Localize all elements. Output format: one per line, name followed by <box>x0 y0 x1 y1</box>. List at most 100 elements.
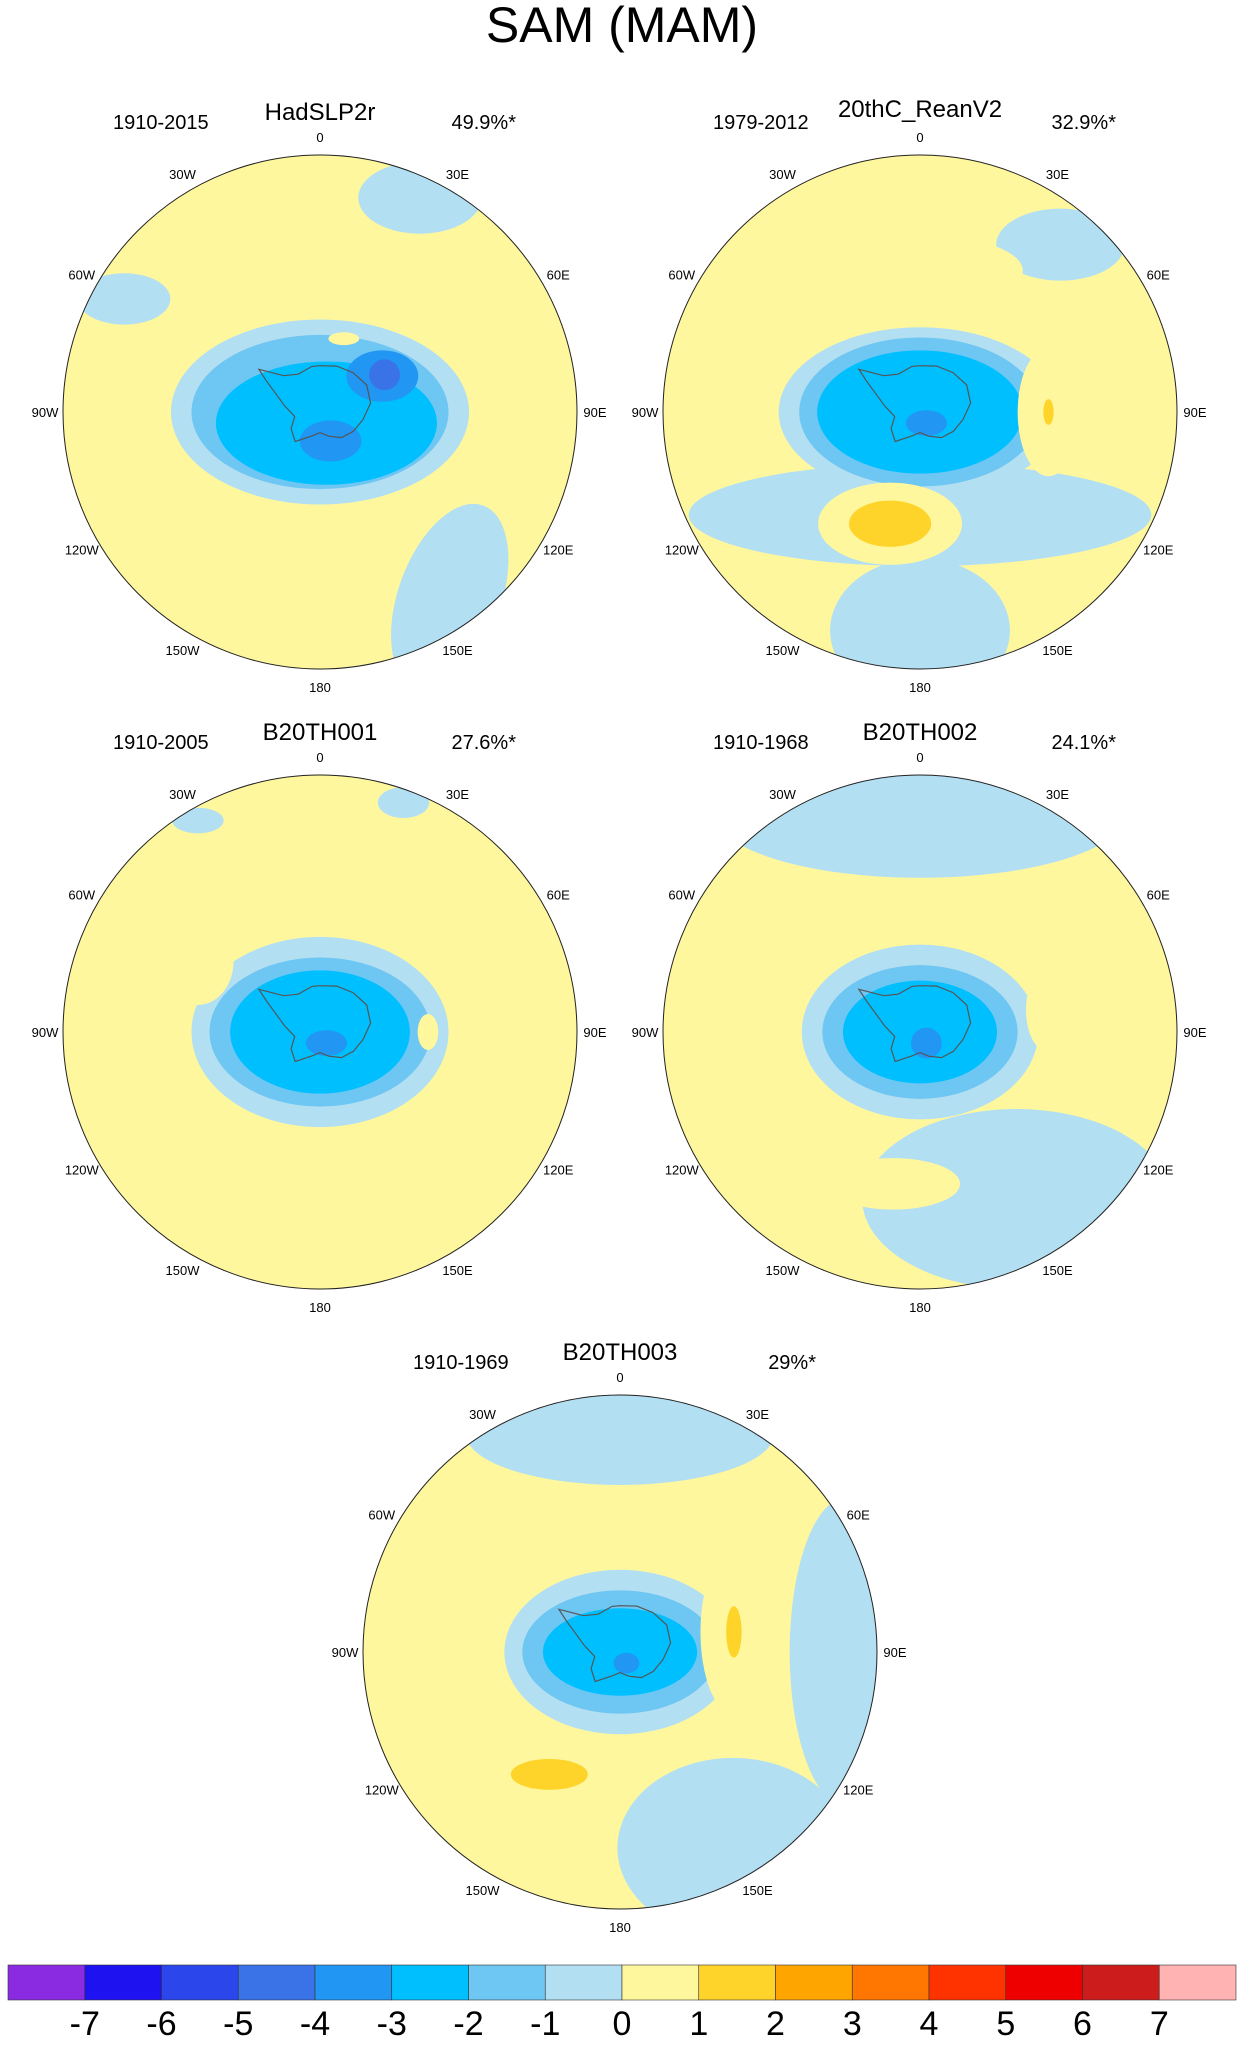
colorbar-box <box>775 1964 853 2001</box>
anomaly-region-pos1 <box>417 1014 439 1050</box>
longitude-label: 150W <box>766 643 801 658</box>
longitude-label: 60W <box>68 268 95 283</box>
anomaly-region-neg3 <box>542 1608 698 1696</box>
colorbar-box <box>928 1964 1007 2001</box>
period-label: 1979-2012 <box>713 112 809 134</box>
contour-fills <box>161 787 449 1230</box>
longitude-label: 120W <box>65 543 100 558</box>
longitude-label: 120W <box>65 1163 100 1178</box>
colorbar-box <box>698 1964 776 2001</box>
variance-label: 49.9%* <box>452 112 517 134</box>
longitude-label: 150E <box>442 643 473 658</box>
map-boundary <box>62 774 578 1290</box>
longitude-label: 60W <box>68 888 95 903</box>
colorbar: -7 -6 -5 -4 -3 -2 -1 0 1 2 3 4 5 6 7 <box>7 1964 1237 2043</box>
period-label: 1910-2015 <box>113 112 209 134</box>
panel-hadslp2r: HadSLP2r 1910-2015 49.9%* 0 30E 60E 90E 120E 150… <box>32 99 607 695</box>
longitude-label: 90W <box>632 1025 659 1040</box>
period-label: 1910-2005 <box>113 732 209 754</box>
anomaly-region-pos1 <box>826 1158 961 1210</box>
longitude-label: 30W <box>169 167 196 182</box>
colorbar-tick-label: 4 <box>920 2005 939 2043</box>
longitude-label: 0 <box>616 1370 623 1385</box>
map-boundary <box>662 774 1178 1290</box>
anomaly-region-pos1 <box>328 332 360 346</box>
anomaly-region-neg4 <box>613 1652 640 1674</box>
colorbar-box <box>161 1964 239 2001</box>
colorbar-box <box>1158 1964 1237 2001</box>
longitude-label: 90E <box>583 1025 606 1040</box>
variance-label: 27.6%* <box>452 732 517 754</box>
colorbar-tick-label: 2 <box>766 2005 785 2043</box>
anomaly-region-neg1 <box>77 273 171 325</box>
longitude-label: 150E <box>1042 1263 1073 1278</box>
colorbar-box <box>314 1964 393 2001</box>
period-label: 1910-1969 <box>413 1352 509 1374</box>
antarctica-coastline <box>857 365 972 443</box>
anomaly-region-pos1 <box>765 939 808 971</box>
longitude-label: 120E <box>543 1163 574 1178</box>
colorbar-box <box>851 1964 930 2001</box>
antarctica-coastline <box>257 985 372 1063</box>
variance-label: 24.1%* <box>1052 732 1117 754</box>
anomaly-region-neg1 <box>465 1395 775 1485</box>
longitude-label: 60E <box>547 888 570 903</box>
colorbar-box <box>84 1964 162 2001</box>
variance-label: 32.9%* <box>1052 112 1117 134</box>
colorbar-tick-label: -1 <box>530 2005 560 2043</box>
colorbar-box <box>237 1964 316 2001</box>
longitude-label: 90E <box>1183 1025 1206 1040</box>
colorbar-tick-label: 5 <box>996 2005 1015 2043</box>
longitude-label: 0 <box>316 750 323 765</box>
panels-group: HadSLP2r 1910-2015 49.9%* 0 30E 60E 90E 120E 150… <box>32 96 1207 1935</box>
colorbar-tick-label: -6 <box>146 2005 176 2043</box>
longitude-label: 150E <box>742 1883 773 1898</box>
colorbar-box <box>468 1964 546 2001</box>
anomaly-region-pos2 <box>726 1606 742 1658</box>
panel-title: HadSLP2r <box>265 99 376 126</box>
variance-label: 29%* <box>768 1352 816 1374</box>
longitude-label: 120W <box>365 1783 400 1798</box>
longitude-label: 60E <box>847 1508 870 1523</box>
longitude-label: 150W <box>466 1883 501 1898</box>
panel-title: B20TH001 <box>263 719 378 746</box>
contour-fills <box>451 1395 877 1909</box>
panel-b20th001: B20TH001 1910-2005 27.6%* 0 30E 60E 90E 120E 150… <box>32 719 607 1315</box>
longitude-label: 30W <box>469 1407 496 1422</box>
panel-title: 20thC_ReanV2 <box>838 96 1002 123</box>
longitude-label: 30E <box>1046 167 1069 182</box>
colorbar-tick-label: -7 <box>70 2005 100 2043</box>
anomaly-region-neg4 <box>299 420 362 462</box>
longitude-label: 30W <box>169 787 196 802</box>
contour-fills <box>77 161 509 669</box>
longitude-label: 60W <box>668 268 695 283</box>
panel-b20th003: B20TH003 1910-1969 29%* 0 30E 60E 90E 120E 150E 1… <box>332 1339 907 1935</box>
longitude-label: 90E <box>883 1645 906 1660</box>
anomaly-region-pos2 <box>510 1758 588 1790</box>
panel-b20th002: B20TH002 1910-1968 24.1%* 0 30E 60E 90E 120E 150… <box>632 719 1207 1315</box>
longitude-label: 150W <box>166 1263 201 1278</box>
colorbar-tick-label: 1 <box>689 2005 708 2043</box>
longitude-label: 30E <box>446 167 469 182</box>
colorbar-tick-label: -3 <box>377 2005 407 2043</box>
figure-title: SAM (MAM) <box>486 0 758 53</box>
longitude-label: 120W <box>665 543 700 558</box>
longitude-label: 60E <box>547 268 570 283</box>
panel-title: B20TH003 <box>563 1339 678 1366</box>
anomaly-region-pos1 <box>89 326 126 343</box>
colorbar-box <box>7 1964 86 2001</box>
anomaly-region-pos2 <box>848 500 932 547</box>
longitude-label: 60E <box>1147 888 1170 903</box>
longitude-label: 90W <box>332 1645 359 1660</box>
colorbar-tick-label: 0 <box>613 2005 632 2043</box>
panel-20thc-reanv2: 20thC_ReanV2 1979-2012 32.9%* 0 30E 60E 90E 120… <box>632 96 1207 695</box>
antarctica-coastline <box>557 1605 672 1683</box>
anomaly-region-neg4 <box>305 1030 347 1056</box>
anomaly-region-pos1 <box>161 917 234 1006</box>
anomaly-region-neg1 <box>172 807 224 834</box>
longitude-label: 180 <box>909 1300 931 1315</box>
longitude-label: 150W <box>166 643 201 658</box>
antarctica-coastline <box>857 985 972 1063</box>
anomaly-region-pos1 <box>817 234 1023 307</box>
